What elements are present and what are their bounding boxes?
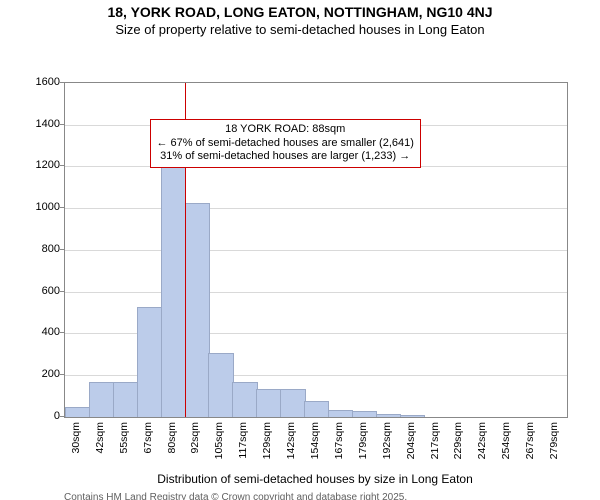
histogram-bar bbox=[113, 382, 138, 416]
annotation-line: 31% of semi-detached houses are larger (… bbox=[157, 150, 414, 164]
y-tick-mark bbox=[60, 165, 64, 166]
credits-line-1: Contains HM Land Registry data © Crown c… bbox=[64, 492, 446, 500]
histogram-bar bbox=[232, 382, 257, 416]
y-tick-mark bbox=[60, 332, 64, 333]
gridline bbox=[65, 208, 567, 209]
histogram-bar bbox=[185, 203, 210, 417]
credits-text: Contains HM Land Registry data © Crown c… bbox=[64, 492, 446, 500]
histogram-bar bbox=[304, 401, 329, 417]
y-tick-label: 200 bbox=[42, 368, 60, 380]
histogram-bar bbox=[376, 414, 401, 417]
y-tick-mark bbox=[60, 291, 64, 292]
y-tick-mark bbox=[60, 416, 64, 417]
histogram-bar bbox=[280, 389, 305, 417]
gridline bbox=[65, 292, 567, 293]
y-tick-label: 1600 bbox=[36, 76, 60, 88]
histogram-bar bbox=[89, 382, 114, 416]
y-tick-mark bbox=[60, 82, 64, 83]
gridline bbox=[65, 250, 567, 251]
y-tick-label: 1200 bbox=[36, 159, 60, 171]
y-tick-mark bbox=[60, 374, 64, 375]
y-tick-label: 600 bbox=[42, 285, 60, 297]
histogram-bar bbox=[352, 411, 377, 417]
histogram-bar bbox=[137, 307, 162, 417]
y-tick-label: 400 bbox=[42, 326, 60, 338]
histogram-bar bbox=[328, 410, 353, 417]
annotation-line: 18 YORK ROAD: 88sqm bbox=[157, 123, 414, 137]
y-tick-mark bbox=[60, 249, 64, 250]
histogram-bar bbox=[161, 165, 186, 417]
histogram-bar bbox=[256, 389, 281, 417]
histogram-bar bbox=[65, 407, 90, 416]
y-tick-mark bbox=[60, 124, 64, 125]
y-tick-mark bbox=[60, 207, 64, 208]
y-tick-label: 1400 bbox=[36, 118, 60, 130]
plot-area: 18 YORK ROAD: 88sqm← 67% of semi-detache… bbox=[64, 82, 568, 418]
y-tick-label: 800 bbox=[42, 243, 60, 255]
chart-area: Number of semi-detached properties 18 YO… bbox=[0, 38, 600, 500]
y-tick-label: 1000 bbox=[36, 201, 60, 213]
chart-title-sub: Size of property relative to semi-detach… bbox=[0, 22, 600, 38]
annotation-line: ← 67% of semi-detached houses are smalle… bbox=[157, 137, 414, 151]
chart-title-main: 18, YORK ROAD, LONG EATON, NOTTINGHAM, N… bbox=[0, 0, 600, 22]
annotation-box: 18 YORK ROAD: 88sqm← 67% of semi-detache… bbox=[150, 119, 421, 168]
histogram-bar bbox=[208, 353, 233, 417]
x-axis-title: Distribution of semi-detached houses by … bbox=[64, 472, 566, 486]
histogram-bar bbox=[400, 415, 425, 417]
